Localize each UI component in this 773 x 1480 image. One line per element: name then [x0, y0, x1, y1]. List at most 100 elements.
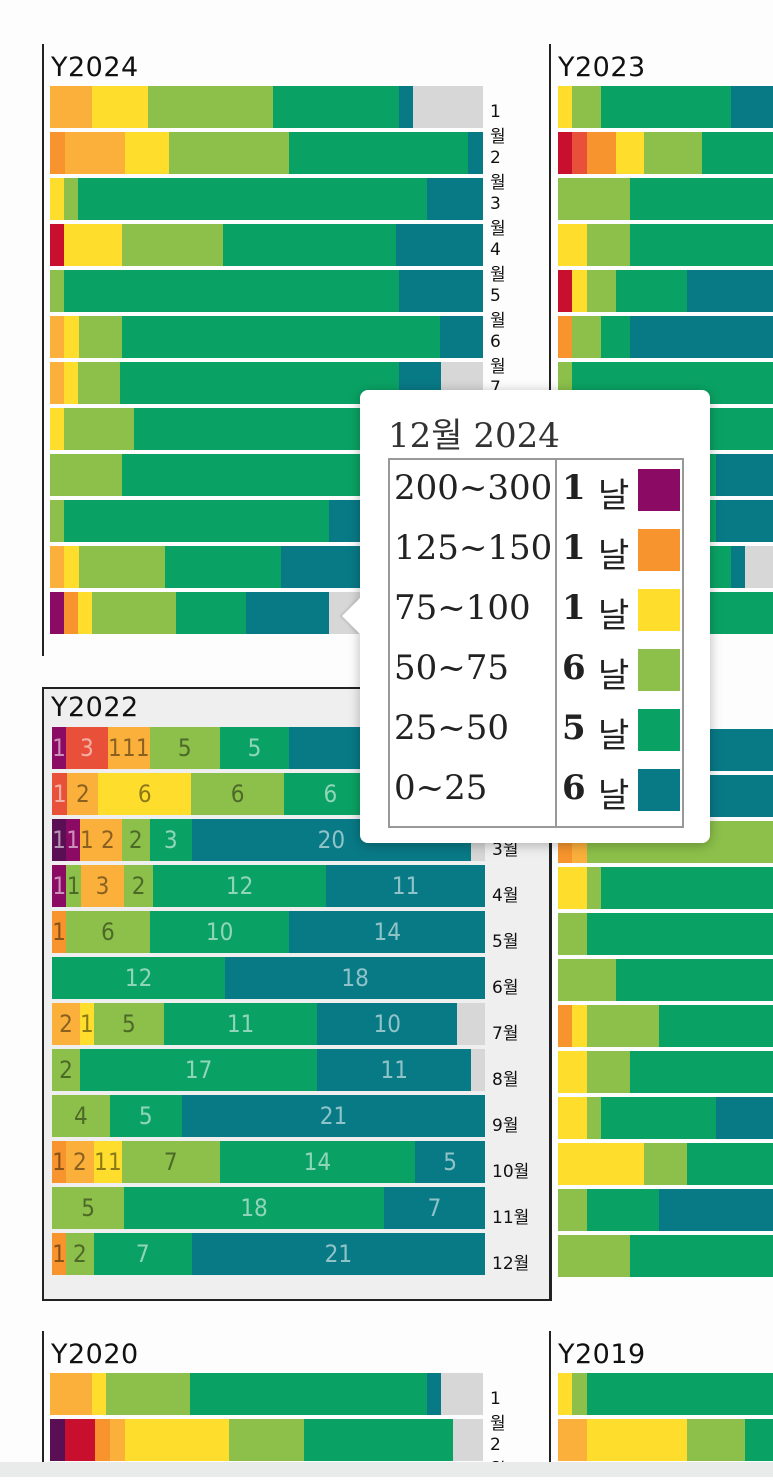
bar-segment	[64, 500, 329, 542]
tooltip-count: 6	[562, 648, 586, 688]
bar-segment: 6	[66, 911, 150, 953]
panel-left-axis	[549, 1331, 551, 1471]
bar-segment: 11	[317, 1049, 471, 1091]
bar-segment: 1	[66, 819, 80, 861]
bar-segment	[441, 1373, 483, 1415]
tooltip-count: 1	[562, 468, 586, 508]
month-bar[interactable]	[558, 1189, 773, 1231]
bar-segment	[616, 132, 645, 174]
month-bar[interactable]	[558, 867, 773, 909]
bar-segment: 1	[94, 1141, 108, 1183]
bar-segment	[399, 270, 483, 312]
bar-segment	[92, 592, 176, 634]
month-label: 9월	[492, 1111, 518, 1136]
month-bar[interactable]	[50, 224, 483, 266]
month-bar[interactable]	[558, 1005, 773, 1047]
bar-segment	[731, 86, 773, 128]
bar-segment: 3	[81, 865, 124, 907]
month-bar[interactable]	[50, 132, 483, 174]
month-bar[interactable]	[50, 270, 483, 312]
month-bar[interactable]	[558, 913, 773, 955]
tooltip-range: 200~300	[394, 468, 552, 508]
month-bar[interactable]	[50, 1419, 483, 1461]
bar-segment: 2	[66, 1233, 94, 1275]
month-bar[interactable]	[558, 1143, 773, 1185]
month-bar[interactable]	[558, 1051, 773, 1093]
bar-segment: 3	[66, 727, 108, 769]
tooltip-swatch	[638, 469, 680, 511]
bar-segment	[50, 132, 65, 174]
month-bar[interactable]	[50, 1373, 483, 1415]
month-bar[interactable]	[558, 86, 773, 128]
tooltip-range: 50~75	[394, 648, 509, 688]
bar-segment	[558, 1235, 630, 1277]
bar-segment	[50, 362, 64, 404]
bar-segment	[50, 1419, 65, 1461]
bar-segment	[78, 592, 92, 634]
bar-segment	[50, 1373, 92, 1415]
bar-segment	[630, 316, 773, 358]
tooltip-swatch	[638, 529, 680, 571]
bar-segment	[64, 592, 78, 634]
month-bar[interactable]	[50, 316, 483, 358]
month-label: 1월	[490, 102, 506, 147]
bar-segment: 5	[220, 727, 290, 769]
bar-segment	[229, 1419, 304, 1461]
bar-segment: 7	[384, 1187, 485, 1229]
month-bar[interactable]	[558, 1235, 773, 1277]
tooltip-swatch	[638, 649, 680, 691]
month-bar[interactable]	[558, 1419, 773, 1461]
bar-segment	[587, 1005, 659, 1047]
tooltip-unit: 날	[598, 768, 629, 817]
month-bar[interactable]	[558, 1097, 773, 1139]
bar-segment: 1	[52, 773, 67, 815]
bar-segment	[65, 132, 125, 174]
tooltip: 12월 2024 200~300 1 날 125~150 1 날 75~100 …	[360, 390, 710, 843]
bar-segment: 1	[52, 1141, 66, 1183]
bar-segment	[50, 454, 122, 496]
month-bar[interactable]	[558, 959, 773, 1001]
bar-segment	[745, 1419, 773, 1461]
month-bar[interactable]	[558, 224, 773, 266]
bar-segment	[630, 178, 773, 220]
bar-segment: 2	[67, 773, 98, 815]
tooltip-row: 200~300 1 날	[390, 460, 682, 520]
month-bar[interactable]	[50, 178, 483, 220]
bar-segment: 11	[164, 1003, 318, 1045]
bar-segment	[687, 1143, 773, 1185]
bar-segment: 5	[150, 727, 220, 769]
month-bar[interactable]	[558, 316, 773, 358]
month-label: 12월	[492, 1249, 529, 1274]
bar-segment	[64, 270, 399, 312]
bar-segment	[558, 86, 572, 128]
month-bar[interactable]	[558, 178, 773, 220]
month-bar[interactable]	[558, 132, 773, 174]
bar-segment: 18	[124, 1187, 384, 1229]
bar-segment	[572, 1005, 586, 1047]
month-bar[interactable]	[558, 270, 773, 312]
bar-segment: 7	[94, 1233, 192, 1275]
bar-segment	[50, 224, 64, 266]
bar-segment	[630, 1051, 773, 1093]
month-label: 4월	[490, 240, 506, 285]
bar-segment	[399, 86, 413, 128]
tooltip-swatch	[638, 589, 680, 631]
tooltip-range: 0~25	[394, 768, 487, 808]
month-bar[interactable]	[50, 86, 483, 128]
bar-segment	[716, 454, 773, 496]
tooltip-swatch	[638, 769, 680, 811]
month-bar[interactable]	[558, 1373, 773, 1415]
bar-segment	[558, 132, 572, 174]
bar-segment	[413, 86, 483, 128]
bar-segment	[427, 1373, 441, 1415]
bar-segment	[65, 1419, 95, 1461]
